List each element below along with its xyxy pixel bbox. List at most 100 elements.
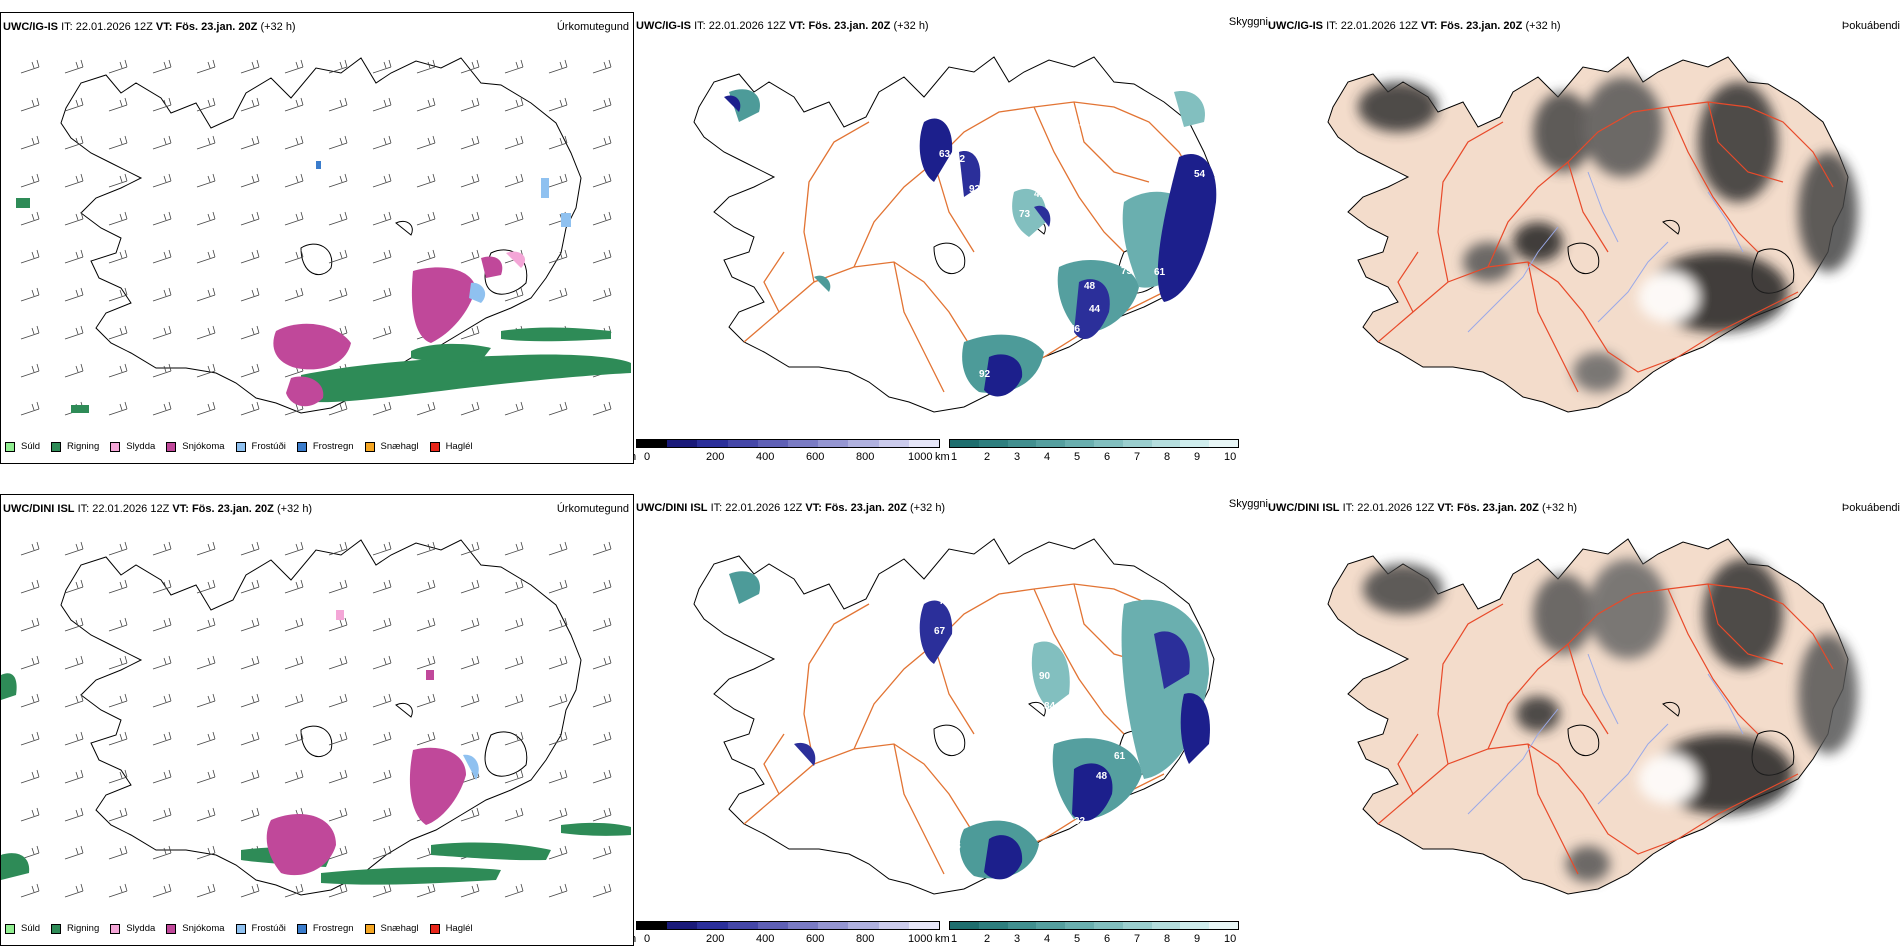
wind-barb xyxy=(328,59,348,74)
visibility-value-label: 92 xyxy=(979,369,991,380)
wind-barb xyxy=(548,883,568,898)
wind-barb xyxy=(284,579,304,594)
header-row1-vis: UWC/IG-IS IT: 22.01.2026 12Z VT: Fös. 23… xyxy=(636,20,929,32)
wind-barb xyxy=(20,731,40,746)
wind-barb xyxy=(416,541,436,556)
visibility-panel-row1: UWC/IG-IS IT: 22.01.2026 12Z VT: Fös. 23… xyxy=(634,12,1268,464)
wind-barb xyxy=(460,693,480,708)
wind-barb xyxy=(548,59,568,74)
wind-barb xyxy=(20,135,40,150)
wind-barb xyxy=(328,655,348,670)
wind-barb xyxy=(416,693,436,708)
wind-barb xyxy=(460,173,480,188)
wind-barb xyxy=(372,173,392,188)
wind-barb xyxy=(64,287,84,302)
wind-barb xyxy=(64,883,84,898)
colorbar-segment xyxy=(697,440,728,447)
colorbar-tick-label: 200 xyxy=(706,451,725,463)
wind-barb xyxy=(108,363,128,378)
wind-barb xyxy=(592,693,612,708)
wind-barb xyxy=(592,579,612,594)
precip-panel-row2: UWC/DINI ISL IT: 22.01.2026 12Z VT: Fös.… xyxy=(0,494,634,946)
wind-barb xyxy=(20,59,40,74)
wind-barb xyxy=(196,363,216,378)
wind-barb xyxy=(328,731,348,746)
fog-title: Þokuábendi xyxy=(1841,502,1900,514)
wind-barb xyxy=(504,211,524,226)
wind-barb xyxy=(152,845,172,860)
visibility-value-label: 87 xyxy=(1034,726,1046,737)
colorbar-segment xyxy=(1151,922,1181,929)
wind-barb xyxy=(592,59,612,74)
wind-barb xyxy=(152,287,172,302)
wind-barb xyxy=(108,617,128,632)
wind-barb xyxy=(504,59,524,74)
wind-barb xyxy=(108,249,128,264)
visibility-value-label: 90 xyxy=(1039,671,1051,682)
wind-barb xyxy=(152,249,172,264)
colorbar-tick-label: 800 xyxy=(856,451,875,463)
wind-barb xyxy=(328,769,348,784)
wind-barb xyxy=(504,579,524,594)
colorbar-segment xyxy=(1122,440,1152,447)
wind-barb xyxy=(284,883,304,898)
wind-barb xyxy=(416,211,436,226)
wind-barb xyxy=(64,693,84,708)
wind-barb xyxy=(416,401,436,416)
visibility-value-label: 39 xyxy=(939,881,951,892)
visibility-value-label: 61 xyxy=(1154,267,1166,278)
wind-barb xyxy=(240,249,260,264)
legend-item: Slydda xyxy=(110,923,155,934)
visibility-value-label: 95 xyxy=(1112,598,1124,609)
wind-barb xyxy=(20,769,40,784)
wind-barb xyxy=(372,617,392,632)
wind-barb xyxy=(416,59,436,74)
wind-barb xyxy=(372,655,392,670)
wind-barb xyxy=(152,655,172,670)
legend-item: Súld xyxy=(5,441,40,452)
wind-barb xyxy=(152,401,172,416)
visibility-value-label: 86 xyxy=(916,851,928,862)
wind-barb xyxy=(372,807,392,822)
wind-barb xyxy=(20,579,40,594)
colorbar-tick-label: 1 xyxy=(951,933,958,945)
colorbar-segment xyxy=(1209,440,1238,447)
wind-barb xyxy=(460,883,480,898)
wind-barb xyxy=(284,59,304,74)
colorbar-segment xyxy=(950,922,979,929)
colorbar-segment xyxy=(637,440,668,447)
legend-swatch xyxy=(110,923,121,934)
wind-barb xyxy=(64,769,84,784)
wind-barb xyxy=(284,541,304,556)
legend-item: Frostúði xyxy=(235,441,286,452)
wind-barb xyxy=(592,617,612,632)
iceland-precip-map xyxy=(1,539,631,898)
precip-legend: Súld Rigning Slydda Snjókoma Frostúði Fr… xyxy=(5,923,484,934)
colorbar-tick-label: 1 xyxy=(951,451,958,463)
wind-barb xyxy=(152,807,172,822)
wind-barb xyxy=(592,287,612,302)
visibility-value-label: 87 xyxy=(946,856,958,867)
wind-barb xyxy=(504,135,524,150)
iceland-visibility-map: 63 62899211736741201454754861445669307733… xyxy=(693,56,1217,413)
wind-barb xyxy=(284,287,304,302)
wind-barb xyxy=(372,59,392,74)
precip-legend: Súld Rigning Slydda Snjókoma Frostúði Fr… xyxy=(5,441,484,452)
legend-swatch xyxy=(429,923,440,934)
wind-barb xyxy=(504,693,524,708)
wind-barb xyxy=(328,579,348,594)
wind-barb xyxy=(328,135,348,150)
colorbar-segment xyxy=(818,922,849,929)
visibility-value-label: 32 xyxy=(1074,816,1086,827)
visibility-value-label: 44 xyxy=(1089,304,1101,315)
wind-barb xyxy=(64,807,84,822)
visibility-value-label: 138 xyxy=(944,841,961,852)
header-row1-precip: UWC/IG-IS IT: 22.01.2026 12Z VT: Fös. 23… xyxy=(3,21,296,33)
legend-swatch xyxy=(110,441,121,452)
colorbar-tick-label: 5 xyxy=(1074,451,1081,463)
wind-barb xyxy=(504,617,524,632)
iceland-precip-map xyxy=(16,57,631,416)
wind-barb xyxy=(592,845,612,860)
wind-barb xyxy=(328,617,348,632)
wind-barb xyxy=(64,59,84,74)
